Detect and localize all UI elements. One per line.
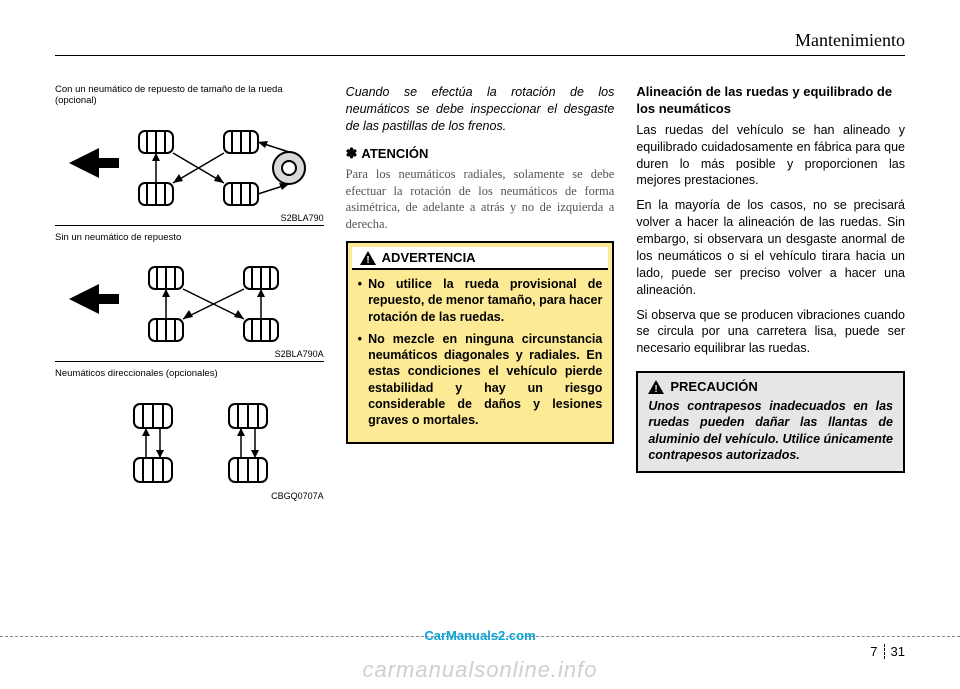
page-section: 7 xyxy=(870,644,884,659)
tire-rotation-svg xyxy=(64,386,314,501)
diagram-code: S2BLA790 xyxy=(281,213,324,223)
warning-item: •No utilice la rueda provisional de repu… xyxy=(358,276,603,325)
warning-triangle-icon: ! xyxy=(648,380,664,394)
svg-text:!: ! xyxy=(655,384,658,394)
diagram-code: S2BLA790A xyxy=(275,349,324,359)
column-right: Alineación de las ruedas y equilibrado d… xyxy=(636,84,905,509)
caution-body: Unos contrapesos inadecuados en las rued… xyxy=(648,398,893,463)
attention-heading: ✽ATENCIÓN xyxy=(346,145,615,162)
warning-triangle-icon: ! xyxy=(360,251,376,265)
attention-label: ATENCIÓN xyxy=(361,146,428,161)
diagram-with-spare: Con un neumático de repuesto de tamaño d… xyxy=(55,84,324,226)
page-num: 31 xyxy=(891,644,905,659)
warning-item: •No mezcle en ninguna circunstancia neum… xyxy=(358,331,603,429)
warning-item-text: No utilice la rueda provisional de repue… xyxy=(368,276,602,325)
diagram-no-spare: Sin un neumático de repuesto xyxy=(55,232,324,362)
watermark-carmanuals2: CarManuals2.com xyxy=(424,628,535,643)
rotation-intro: Cuando se efectúa la rotación de los neu… xyxy=(346,84,615,135)
tire-rotation-svg xyxy=(64,249,314,359)
header-title: Mantenimiento xyxy=(795,30,905,50)
alignment-subhead: Alineación de las ruedas y equilibrado d… xyxy=(636,84,905,118)
caution-title: ! PRECAUCIÓN xyxy=(648,379,893,394)
diagram-directional: Neumáticos direccionales (opcionales) xyxy=(55,368,324,502)
diagram-caption: Sin un neumático de repuesto xyxy=(55,232,324,243)
content-columns: Con un neumático de repuesto de tamaño d… xyxy=(55,84,905,509)
svg-text:!: ! xyxy=(366,255,369,265)
diagram-caption: Con un neumático de repuesto de tamaño d… xyxy=(55,84,324,107)
tire-rotation-svg xyxy=(64,113,314,223)
manual-page: Mantenimiento Con un neumático de repues… xyxy=(0,0,960,689)
alignment-p2: En la mayoría de los casos, no se precis… xyxy=(636,197,905,298)
warning-item-text: No mezcle en ninguna circunstancia neumá… xyxy=(368,331,602,429)
page-number: 7 31 xyxy=(870,644,905,659)
alignment-p1: Las ruedas del vehículo se han alineado … xyxy=(636,122,905,190)
warning-box: ! ADVERTENCIA •No utilice la rueda provi… xyxy=(346,241,615,444)
column-diagrams: Con un neumático de repuesto de tamaño d… xyxy=(55,84,324,509)
diagram-frame: S2BLA790A xyxy=(55,245,324,362)
diagram-frame: CBGQ0707A xyxy=(55,382,324,503)
attention-body: Para los neumáticos radiales, solamente … xyxy=(346,166,615,234)
warning-title: ! ADVERTENCIA xyxy=(352,247,609,270)
warning-body: •No utilice la rueda provisional de repu… xyxy=(348,270,613,442)
column-middle: Cuando se efectúa la rotación de los neu… xyxy=(346,84,615,509)
attention-symbol: ✽ xyxy=(346,145,358,161)
diagram-code: CBGQ0707A xyxy=(271,491,324,501)
diagram-caption: Neumáticos direccionales (opcionales) xyxy=(55,368,324,379)
watermark-carmanualsonline: carmanualsonline.info xyxy=(362,657,597,683)
warning-label: ADVERTENCIA xyxy=(382,250,476,265)
caution-box: ! PRECAUCIÓN Unos contrapesos inadecuado… xyxy=(636,371,905,473)
page-header: Mantenimiento xyxy=(55,30,905,56)
alignment-p3: Si observa que se producen vibraciones c… xyxy=(636,307,905,358)
diagram-frame: S2BLA790 xyxy=(55,109,324,226)
caution-label: PRECAUCIÓN xyxy=(670,379,757,394)
